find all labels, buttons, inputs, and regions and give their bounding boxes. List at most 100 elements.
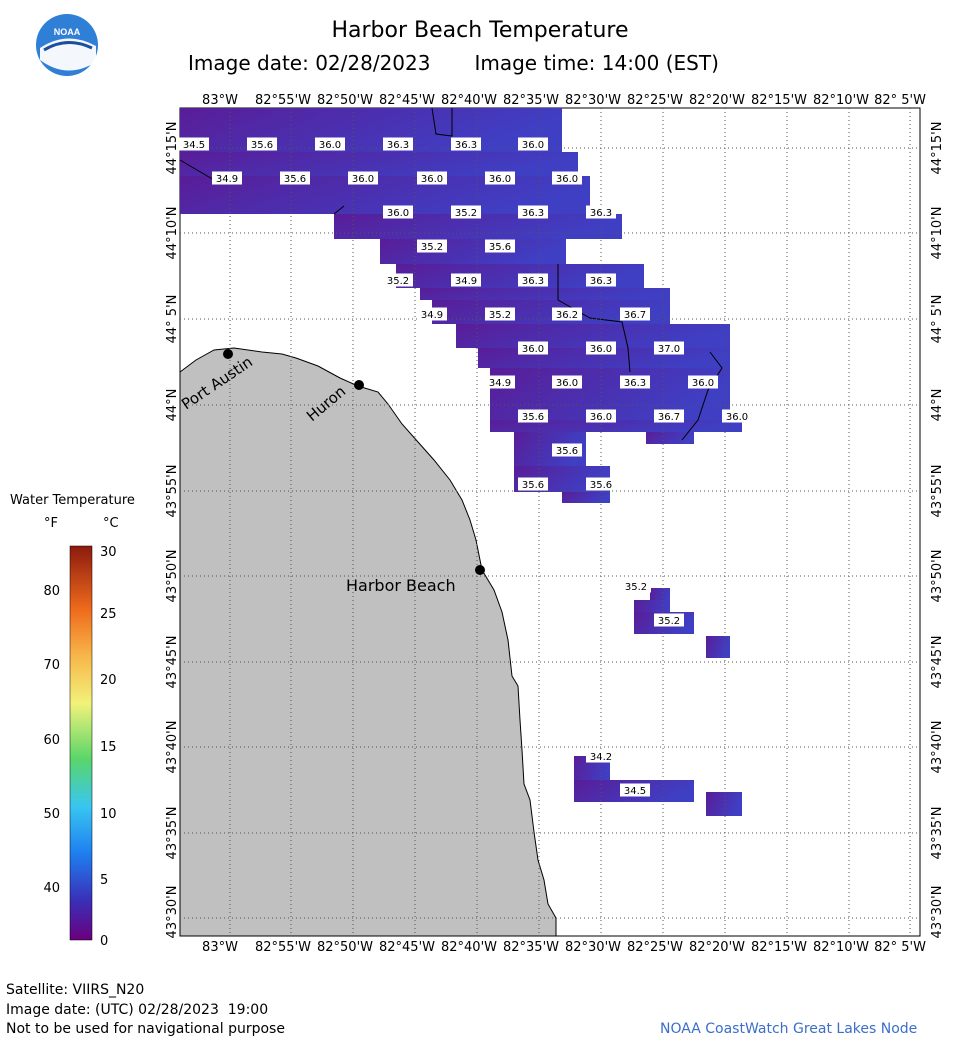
legend-c-tick: 30 [100,545,117,560]
temp-label-box [451,273,481,287]
legend-f-tick: 60 [43,733,60,748]
legend-c-tick: 15 [100,740,117,755]
lon-label: 82°50'W [317,93,373,108]
lat-label: 43°40'N [930,721,945,774]
temp-label: 35.6 [485,239,515,253]
temp-label: 36.3 [451,137,481,151]
temp-label-box [383,273,413,287]
temp-label: 35.2 [417,239,447,253]
temp-label: 34.9 [485,375,515,389]
lat-label: 43°30'N [165,886,180,939]
lat-labels-right: 44°15'N 44°10'N 44° 5'N 44°N 43°55'N 43°… [930,122,945,939]
temp-label-box [280,171,310,185]
temp-label-box [654,409,684,423]
land-mass [179,347,557,937]
lon-label: 82°25'W [627,940,683,955]
temp-label-box [451,137,481,151]
temp-label-box [383,205,413,219]
temp-label: 35.6 [518,409,548,423]
temp-label: 36.0 [315,137,345,151]
temp-label-box [654,613,684,627]
temp-label-box [552,443,582,457]
temp-label: 34.2 [586,749,616,763]
temp-label: 36.3 [518,205,548,219]
temp-value: 36.3 [624,378,646,389]
temp-label: 36.0 [518,341,548,355]
temp-label-box [586,341,616,355]
temperature-labels: 34.5 35.6 36.0 36.3 36.3 36.0 34.9 35.6 36.0 36.0… [179,137,752,797]
lat-labels-left: 44°15'N 44°10'N 44° 5'N 44°N 43°55'N 43°… [165,122,180,939]
temp-value: 36.7 [624,310,646,321]
place-label-harbor-beach: Harbor Beach [346,576,456,595]
temp-label-box [620,307,650,321]
temp-label-box [315,137,345,151]
temp-label-box [518,137,548,151]
lon-label: 82°55'W [255,940,311,955]
lat-label: 44°N [165,389,180,422]
temp-label-box [586,477,616,491]
lon-label: 82°10'W [813,93,869,108]
temp-value: 34.5 [624,786,646,797]
legend-c-tick: 20 [100,673,117,688]
temp-label: 36.0 [586,409,616,423]
legend-unit-f: °F [44,516,58,531]
temp-label-box [485,307,515,321]
lon-label: 82°15'W [751,93,807,108]
temp-label: 35.2 [383,273,413,287]
temp-label-box [518,341,548,355]
temp-label-box [417,239,447,253]
credit-link[interactable]: NOAA CoastWatch Great Lakes Node [660,1021,918,1037]
temp-value: 35.6 [556,446,578,457]
lon-label: 82° 5'W [874,940,926,955]
temp-value: 36.7 [658,412,680,423]
lon-label: 83°W [202,940,238,955]
temp-label: 36.0 [586,341,616,355]
image-datetime: Image date: 02/28/2023 Image time: 14:00 … [188,51,719,75]
lat-label: 44°15'N [930,122,945,175]
temp-label-box [348,171,378,185]
image-date-label: Image date: 02/28/2023 [188,51,431,75]
temp-value: 35.6 [284,174,306,185]
temp-value: 36.0 [556,174,578,185]
temp-label-box [212,171,242,185]
lon-label: 82°45'W [379,940,435,955]
lat-label: 44° 5'N [165,295,180,344]
satellite-info: Satellite: VIIRS_N20 [6,982,145,998]
lat-label: 43°40'N [165,721,180,774]
temp-value: 36.0 [692,378,714,389]
temp-label-box [586,273,616,287]
temp-label-box [518,273,548,287]
temp-value: 34.2 [590,752,612,763]
temp-value: 36.0 [556,378,578,389]
temp-label: 35.2 [451,205,481,219]
legend-c-tick: 25 [100,607,117,622]
temp-label-box [586,749,616,763]
noaa-logo: NOAA [36,14,98,76]
temp-value: 34.5 [183,140,205,151]
lat-label: 44°10'N [165,207,180,260]
temp-label: 36.0 [722,409,752,423]
temp-label: 36.0 [688,375,718,389]
lon-label: 82°45'W [379,93,435,108]
lon-label: 82°50'W [317,940,373,955]
temp-label-box [179,137,209,151]
temp-label-box [417,307,447,321]
temp-label: 37.0 [654,341,684,355]
temp-value: 35.6 [590,480,612,491]
temp-value: 35.2 [625,582,647,593]
temp-value: 35.2 [489,310,511,321]
temp-value: 36.0 [590,412,612,423]
temp-label-box [621,579,651,593]
lat-label: 43°55'N [930,465,945,518]
temp-label: 35.6 [586,477,616,491]
temp-value: 35.6 [489,242,511,253]
legend-colorbar [69,545,93,941]
temp-value: 35.6 [251,140,273,151]
temp-label: 36.7 [620,307,650,321]
temp-label-box [417,171,447,185]
temp-label-box [552,171,582,185]
lat-label: 44°15'N [165,122,180,175]
graticule [180,108,920,936]
temp-value: 36.0 [522,140,544,151]
